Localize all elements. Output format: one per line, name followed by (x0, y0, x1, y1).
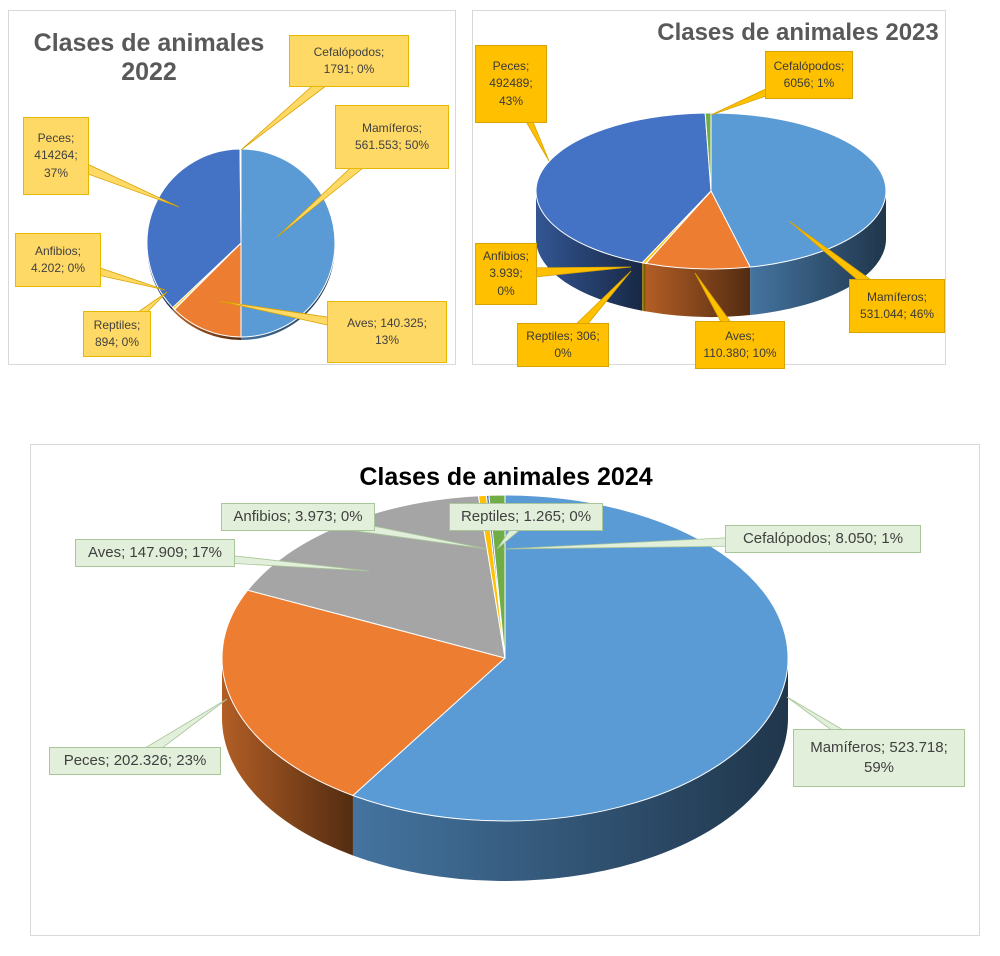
data-label-line: 531.044; 46% (859, 307, 935, 321)
data-label-line: 43% (498, 93, 524, 108)
chart-2022: Clases de animales 2022 Mamíferos; 561.55… (8, 10, 456, 365)
data-label-line: 59% (863, 759, 895, 776)
data-label-line: 110.380; 10% (703, 346, 777, 360)
data-label-mamiferos: Mamíferos; 531.044; 46% (849, 279, 945, 333)
data-label-aves: Aves; 147.909; 17% (75, 539, 235, 567)
data-label-line: Reptiles; (93, 317, 141, 332)
slice-side-peces (536, 191, 643, 311)
data-label-cefalopodos: Cefalópodos; 8.050; 1% (725, 525, 921, 553)
slice-peces (146, 148, 242, 309)
data-label-line: Reptiles; 306; (526, 328, 600, 343)
slice-peces (221, 589, 507, 797)
data-label-line: Mamíferos; 523.718; (810, 738, 948, 756)
chart-2024: Clases de animales 2024 Mamíferos; 523.7… (30, 444, 980, 936)
data-label-line: 6056; 1% (783, 76, 835, 90)
data-label-line: Cefalópodos; (313, 44, 385, 59)
data-label-mamiferos: Mamíferos; 523.718; 59% (793, 729, 965, 787)
data-label-line: 414264; (34, 148, 78, 163)
data-label-reptiles: Reptiles; 894; 0% (83, 311, 151, 357)
data-label-line: Anfibios; (482, 248, 530, 263)
chart-title-2022: Clases de animales 2022 (33, 29, 265, 86)
data-label-line: 3.939; (489, 266, 523, 281)
slice-aves (173, 241, 242, 338)
data-label-aves: Aves; 110.380; 10% (695, 321, 785, 369)
slice-cefalópodos (488, 494, 506, 659)
data-label-line: 561.553; 50% (354, 138, 430, 152)
data-label-line: Cefalópodos; (773, 58, 845, 73)
chart-2023: Clases de animales 2023 Mamíferos; 531.04… (472, 10, 946, 369)
data-label-aves: Aves; 140.325; 13% (327, 301, 447, 363)
data-label-cefalopodos: Cefalópodos; 1791; 0% (289, 35, 409, 87)
slice-mamíferos (710, 112, 887, 268)
data-label-reptiles: Reptiles; 1.265; 0% (449, 503, 603, 531)
slice-cefalópodos (704, 112, 712, 192)
slice-peces (535, 112, 712, 264)
data-label-line: Peces; 202.326; 23% (63, 751, 207, 769)
data-label-line: Cefalópodos; 8.050; 1% (742, 529, 904, 547)
slice-side-anfibios (642, 262, 646, 312)
data-label-line: 37% (43, 165, 69, 180)
data-label-line: 4.202; 0% (30, 261, 86, 275)
slice-aves (645, 190, 751, 270)
chart-title-2024: Clases de animales 2024 (359, 463, 653, 491)
data-label-anfibios: Anfibios; 3.939; 0% (475, 243, 537, 305)
data-label-line: Mamíferos; (361, 120, 422, 135)
slice-mamíferos (240, 148, 336, 338)
data-label-line: Aves; 147.909; 17% (88, 543, 222, 561)
data-label-line: 0% (554, 346, 572, 360)
data-label-line: 1791; 0% (323, 62, 375, 76)
slice-side-anfibios (172, 307, 175, 313)
data-label-line: 13% (374, 333, 400, 347)
data-label-anfibios: Anfibios; 4.202; 0% (15, 233, 101, 287)
data-label-peces: Peces; 492489; 43% (475, 45, 547, 123)
data-label-peces: Peces; 202.326; 23% (49, 747, 221, 775)
data-label-line: Anfibios; 3.973; 0% (233, 507, 363, 525)
slice-mamíferos (351, 494, 789, 822)
slice-side-aves (645, 263, 751, 317)
data-label-cefalopodos: Cefalópodos; 6056; 1% (765, 51, 853, 99)
pie-2024 (131, 494, 883, 881)
data-label-line: Mamíferos; (866, 289, 927, 304)
data-label-line: 894; 0% (94, 335, 140, 349)
data-label-line: Aves; 140.325; (347, 315, 427, 330)
slice-side-peces (222, 658, 353, 856)
chart-title-2023: Clases de animales 2023 (657, 19, 939, 46)
slice-side-mamíferos (352, 658, 788, 881)
slice-cefalópodos (239, 148, 242, 244)
data-label-peces: Peces; 414264; 37% (23, 117, 89, 195)
data-label-line: Anfibios; (34, 243, 82, 258)
data-label-line: Peces; (492, 58, 530, 73)
data-label-anfibios: Anfibios; 3.973; 0% (221, 503, 375, 531)
data-label-line: 492489; (489, 76, 533, 91)
data-label-reptiles: Reptiles; 306; 0% (517, 323, 609, 367)
data-label-line: 0% (497, 283, 515, 298)
data-label-line: Peces; (37, 130, 75, 145)
data-label-line: Reptiles; 1.265; 0% (460, 507, 592, 525)
data-label-line: Aves; (725, 328, 755, 343)
data-label-mamiferos: Mamíferos; 561.553; 50% (335, 105, 449, 169)
